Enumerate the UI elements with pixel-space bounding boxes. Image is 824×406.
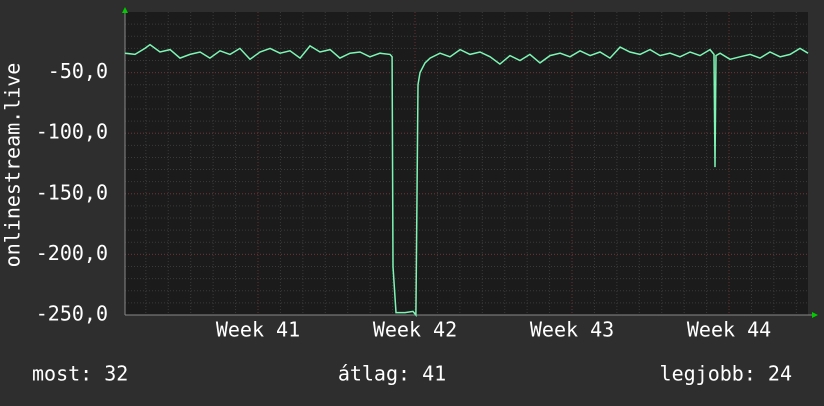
x-tick-label: Week 42 — [373, 318, 457, 342]
x-tick-label: Week 41 — [216, 318, 300, 342]
y-tick-label: -50,0 — [48, 59, 108, 83]
x-tick-label: Week 43 — [530, 318, 614, 342]
y-tick-label: -150,0 — [36, 180, 108, 204]
axis-arrow — [122, 7, 128, 13]
footer-stat: átlag: 41 — [338, 362, 446, 386]
axis-arrow — [812, 312, 818, 318]
x-tick-label: Week 44 — [687, 318, 771, 342]
y-tick-label: -100,0 — [36, 120, 108, 144]
plot-area — [125, 12, 808, 315]
y-tick-label: -200,0 — [36, 241, 108, 265]
y-tick-label: -250,0 — [36, 302, 108, 326]
y-axis-label: onlinestream.live — [1, 63, 25, 268]
footer-stat: most: 32 — [32, 362, 128, 386]
data-line — [124, 43, 809, 318]
footer-stat: legjobb: 24 — [660, 362, 792, 386]
